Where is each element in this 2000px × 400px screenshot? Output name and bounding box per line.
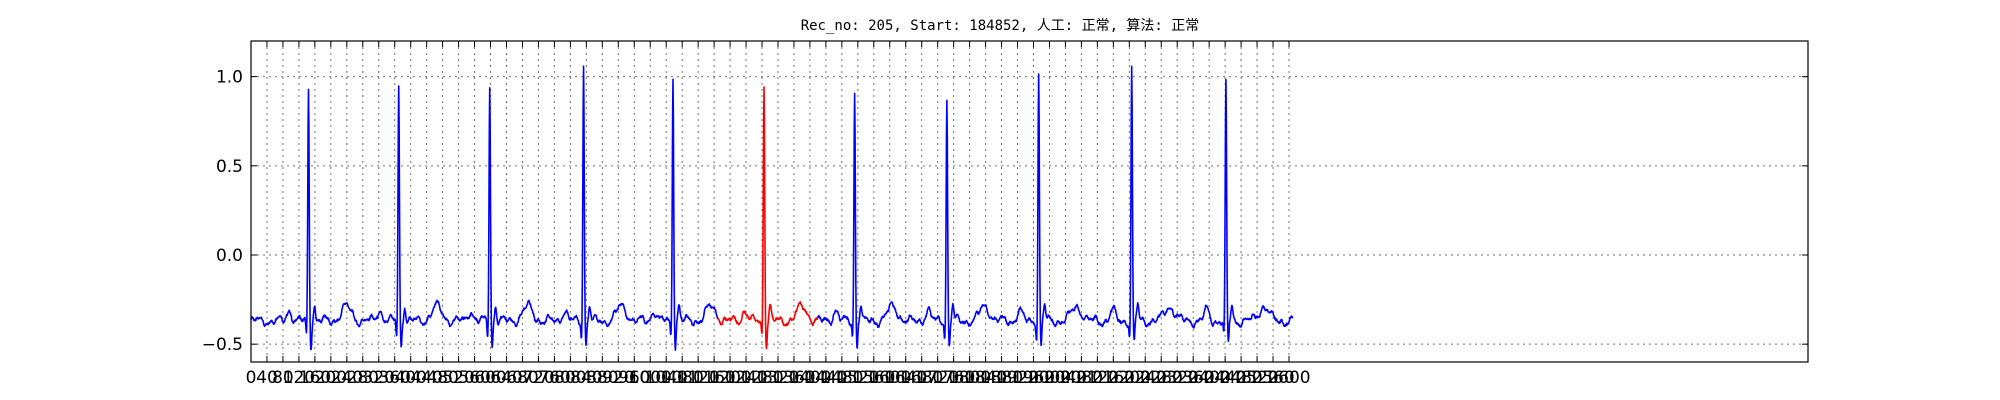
x-tick-label: 1040 — [645, 368, 688, 388]
ecg-series-segment-1 — [717, 86, 819, 350]
x-tick-label: 2080 — [1060, 368, 1103, 388]
x-tick-label: 2560 — [1251, 368, 1294, 388]
x-tick-label: 720 — [522, 368, 554, 388]
x-tick-label: 520 — [442, 368, 474, 388]
x-tick-label: 1240 — [724, 368, 767, 388]
x-tick-label: 0 — [246, 368, 257, 388]
x-tick-label: 1440 — [804, 368, 847, 388]
x-tick-label: 1160 — [692, 368, 735, 388]
x-tick-label: 1400 — [788, 368, 831, 388]
ecg-series-segment-0 — [250, 65, 719, 351]
x-axis: 0 408012016020024028032036040044048052056… — [246, 41, 1311, 388]
x-tick-label: 1680 — [900, 368, 943, 388]
x-tick-label: 1800 — [948, 368, 991, 388]
x-tick-label: 760 — [538, 368, 570, 388]
x-tick-label: 200 — [315, 368, 347, 388]
x-tick-label: 2240 — [1124, 368, 1167, 388]
x-tick-label: 1600 — [868, 368, 911, 388]
x-tick-label: 280 — [347, 368, 379, 388]
x-tick-label: 2480 — [1219, 368, 1262, 388]
x-tick-label: 800 — [554, 368, 586, 388]
x-tick-label: 40 — [256, 368, 278, 388]
x-tick-label: 2280 — [1140, 368, 1183, 388]
x-tick-label: 640 — [490, 368, 522, 388]
x-tick-label: 440 — [410, 368, 442, 388]
x-tick-label: 1200 — [708, 368, 751, 388]
y-tick-label: 1.0 — [216, 68, 243, 88]
x-tick-label: 2440 — [1203, 368, 1246, 388]
x-tick-label: 240 — [331, 368, 363, 388]
grid-layer — [250, 41, 1808, 362]
x-tick-label: 2320 — [1156, 368, 1199, 388]
x-tick-label: 1480 — [820, 368, 863, 388]
x-tick-label: 1320 — [756, 368, 799, 388]
x-tick-label: 1560 — [852, 368, 895, 388]
x-tick-label: 680 — [506, 368, 538, 388]
x-tick-label: 1080 — [661, 368, 704, 388]
x-tick-label: 2400 — [1188, 368, 1231, 388]
x-tick-label: 2120 — [1076, 368, 1119, 388]
x-tick-label: 1640 — [884, 368, 927, 388]
series-layer — [250, 65, 1294, 351]
x-tick-label: 1760 — [932, 368, 975, 388]
chart-title: Rec_no: 205, Start: 184852, 人工: 正常, 算法: … — [801, 18, 1200, 34]
x-tick-label: 2200 — [1108, 368, 1151, 388]
x-tick-label: 400 — [394, 368, 426, 388]
x-tick-label: 1880 — [980, 368, 1023, 388]
x-tick-label: 2360 — [1172, 368, 1215, 388]
x-tick-label: 840 — [570, 368, 602, 388]
x-tick-label: 920 — [602, 368, 634, 388]
x-tick-label: 1000 — [629, 368, 672, 388]
y-tick-label: 0.0 — [216, 246, 243, 266]
y-tick-label: −0.5 — [202, 335, 243, 355]
x-tick-label: 480 — [426, 368, 458, 388]
x-tick-label: 160 — [299, 368, 331, 388]
x-tick-label: 120 — [283, 368, 315, 388]
y-tick-label: 0.5 — [216, 157, 243, 177]
x-tick-label: 1360 — [772, 368, 815, 388]
x-tick-label: 2000 — [1028, 368, 1071, 388]
x-tick-label: 2040 — [1044, 368, 1087, 388]
x-tick-label: 960 — [618, 368, 650, 388]
x-tick-label: 1520 — [836, 368, 879, 388]
y-axis: −0.5 0.0 0.5 1.0 — [202, 68, 1808, 355]
x-tick-label: 2520 — [1235, 368, 1278, 388]
x-tick-label: 1280 — [740, 368, 783, 388]
x-tick-label: 560 — [458, 368, 490, 388]
x-tick-label: 600 — [474, 368, 506, 388]
x-tick-label: 360 — [378, 368, 410, 388]
ecg-series-segment-2 — [817, 65, 1294, 349]
x-tick-label: 1960 — [1012, 368, 1055, 388]
x-tick-label: 80 — [272, 368, 294, 388]
plot-frame — [250, 40, 1809, 363]
x-tick-label: 1840 — [964, 368, 1007, 388]
x-tick-label: 880 — [586, 368, 618, 388]
x-tick-label: 2600 — [1267, 368, 1310, 388]
x-tick-label: 320 — [363, 368, 395, 388]
x-tick-label: 2160 — [1092, 368, 1135, 388]
x-tick-label: 1720 — [916, 368, 959, 388]
x-tick-label: 1120 — [677, 368, 720, 388]
x-tick-label: 1920 — [996, 368, 1039, 388]
